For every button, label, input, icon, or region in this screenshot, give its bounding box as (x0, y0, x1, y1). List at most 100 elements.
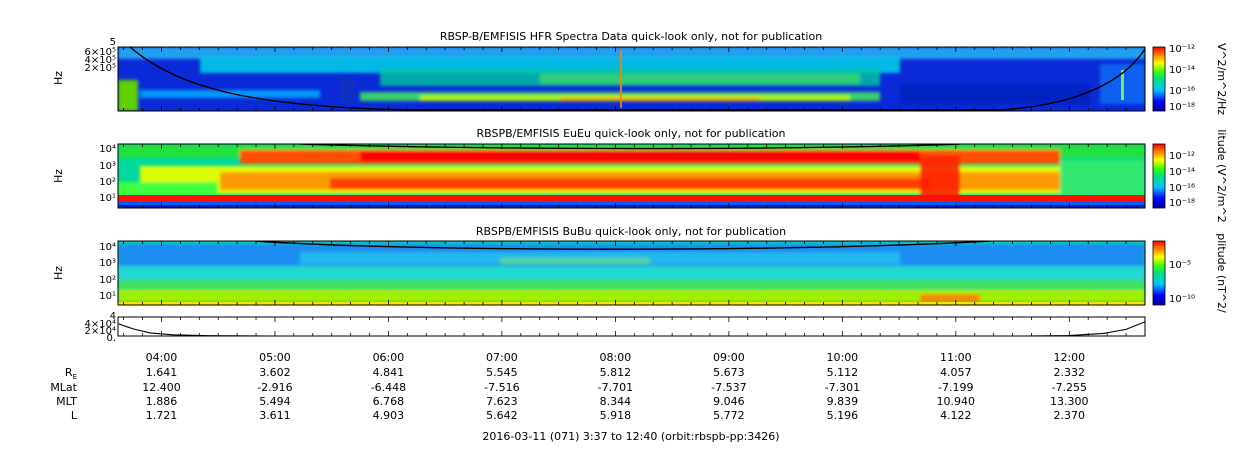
ephemeris-row-re: RE 1.641 3.602 4.841 5.545 5.812 5.673 5… (65, 366, 1085, 381)
y-axis-label-bubu: Hz (52, 266, 65, 280)
ephemeris-value: -6.448 (371, 381, 406, 394)
ephemeris-value: 4.122 (940, 409, 972, 422)
panel-hfr: RBSP-B/EMFISIS HFR Spectra Data quick-lo… (52, 30, 1228, 115)
ephemeris-value: 12.400 (142, 381, 181, 394)
y-tick-label-top: 4 (110, 311, 116, 322)
cyclotron-curve (299, 144, 961, 150)
y-tick-label: 6×10⁵ (85, 47, 116, 58)
time-tick-label: 10:00 (826, 351, 858, 364)
ephemeris-value: 1.721 (146, 409, 178, 422)
y-tick-label: 0. (106, 333, 116, 344)
ephemeris-value: 13.300 (1050, 395, 1089, 408)
ephemeris-value: 10.940 (937, 395, 976, 408)
panel-title-bubu: RBSPB/EMFISIS BuBu quick-look only, not … (476, 225, 786, 238)
ephemeris-value: 5.772 (713, 409, 745, 422)
panel-bubu: RBSPB/EMFISIS BuBu quick-look only, not … (52, 225, 1228, 313)
y-tick-label: 10³ (99, 161, 116, 172)
y-tick-label: 10² (99, 177, 116, 188)
y-tick-label: 4×10⁴ (85, 319, 116, 330)
colorbar-tick-label: 10⁻⁵ (1169, 260, 1191, 271)
colorbar-scale (1152, 240, 1166, 306)
plot-frame-eueu (117, 143, 1146, 209)
line-series (118, 321, 1145, 336)
y-tick-label: 4×10⁵ (85, 55, 116, 66)
y-tick-label: 10⁴ (99, 144, 116, 155)
ephemeris-row-l: L 1.721 3.611 4.903 5.642 5.918 5.772 5.… (71, 409, 1085, 422)
y-tick-label: 10² (99, 275, 116, 286)
colorbar-tick-label: 10⁻¹⁸ (1169, 198, 1195, 209)
colorbar-eueu: 10⁻¹² 10⁻¹⁴ 10⁻¹⁶ 10⁻¹⁸ litude (V^2/m^2 (1152, 129, 1228, 223)
ephemeris-value: 5.112 (827, 366, 859, 379)
ephemeris-value: -2.916 (257, 381, 292, 394)
colorbar-label-bubu: plitude (nT^2/ (1215, 233, 1228, 313)
time-label-row: 04:00 05:00 06:00 07:00 08:00 09:00 10:0… (146, 351, 1086, 364)
row-label-l: L (71, 409, 78, 422)
colorbar-tick-label: 10⁻¹² (1169, 151, 1195, 162)
colorbar-hfr: 10⁻¹² 10⁻¹⁴ 10⁻¹⁶ 10⁻¹⁸ V^2/m^2/Hz (1152, 43, 1228, 115)
ephemeris-value: 3.602 (259, 366, 291, 379)
row-label-mlat: MLat (50, 381, 77, 394)
colorbar-tick-label: 10⁻¹² (1169, 44, 1195, 55)
y-ticks-hfr: 5 6×10⁵ 4×10⁵ 2×10⁵ (85, 37, 116, 74)
ephemeris-value: 2.332 (1054, 366, 1086, 379)
ephemeris-value: -7.199 (938, 381, 973, 394)
time-tick-label: 04:00 (146, 351, 178, 364)
colorbar-tick-label: 10⁻¹⁶ (1169, 183, 1195, 194)
ephemeris-value: -7.537 (711, 381, 746, 394)
panel-eueu: RBSPB/EMFISIS EuEu quick-look only, not … (52, 127, 1228, 223)
spectrogram-bubu (118, 241, 1145, 305)
plot-frame-bubu (117, 240, 1146, 306)
panel-title-eueu: RBSPB/EMFISIS EuEu quick-look only, not … (476, 127, 785, 140)
ephemeris-value: -7.516 (484, 381, 519, 394)
ephemeris-value: 4.903 (373, 409, 405, 422)
plot-caption: 2016-03-11 (071) 3:37 to 12:40 (orbit:rb… (482, 430, 779, 443)
ephemeris-value: 1.641 (146, 366, 178, 379)
panel-title-hfr: RBSP-B/EMFISIS HFR Spectra Data quick-lo… (440, 30, 822, 43)
time-tick-label: 05:00 (259, 351, 291, 364)
y-ticks-eueu: 10⁴ 10³ 10² 10¹ (99, 144, 116, 204)
ephemeris-value: -7.301 (825, 381, 860, 394)
ephemeris-value: 5.494 (259, 395, 291, 408)
ephemeris-row-mlt: MLT 1.886 5.494 6.768 7.623 8.344 9.046 … (56, 395, 1088, 408)
ephemeris-value: 5.673 (713, 366, 745, 379)
time-tick-label: 11:00 (940, 351, 972, 364)
colorbar-label-eueu: litude (V^2/m^2 (1215, 129, 1228, 222)
ephemeris-value: 6.768 (373, 395, 405, 408)
ephemeris-value: 5.812 (600, 366, 632, 379)
colorbar-tick-label: 10⁻¹⁴ (1169, 65, 1195, 76)
plasma-freq-curve (129, 47, 1145, 111)
y-tick-label: 2×10⁴ (85, 326, 116, 337)
y-tick-label: 10⁴ (99, 242, 116, 253)
ephemeris-value: 1.886 (146, 395, 178, 408)
ephemeris-value: -7.701 (598, 381, 633, 394)
time-tick-label: 09:00 (713, 351, 745, 364)
colorbar-tick-label: 10⁻¹⁴ (1169, 167, 1195, 178)
colorbar-tick-label: 10⁻¹⁸ (1169, 102, 1195, 113)
ephemeris-value: 5.642 (486, 409, 518, 422)
ephemeris-value: 5.918 (600, 409, 632, 422)
y-tick-label-top: 5 (110, 37, 116, 48)
ephemeris-value: 9.839 (827, 395, 859, 408)
ephemeris-table: 04:00 05:00 06:00 07:00 08:00 09:00 10:0… (50, 351, 1088, 422)
time-tick-label: 08:00 (600, 351, 632, 364)
time-tick-label: 07:00 (486, 351, 518, 364)
plot-frame-hfr (117, 46, 1146, 112)
plot-frame-line (117, 316, 1146, 337)
row-label-re: RE (65, 366, 77, 381)
time-tick-label: 12:00 (1053, 351, 1085, 364)
panel-line: 4 4×10⁴ 2×10⁴ 0. (85, 311, 1146, 344)
y-ticks-line: 4 4×10⁴ 2×10⁴ 0. (85, 311, 116, 344)
ephemeris-value: 5.545 (486, 366, 518, 379)
y-ticks-bubu: 10⁴ 10³ 10² 10¹ (99, 242, 116, 302)
row-label-mlt: MLT (56, 395, 77, 408)
spectrogram-hfr (118, 47, 1145, 111)
colorbar-bubu: 10⁻⁵ 10⁻¹⁰ plitude (nT^2/ (1152, 233, 1228, 313)
ephemeris-value: 2.370 (1054, 409, 1086, 422)
ephemeris-row-mlat: MLat 12.400 -2.916 -6.448 -7.516 -7.701 … (50, 381, 1087, 394)
colorbar-tick-label: 10⁻¹⁶ (1169, 86, 1195, 97)
y-tick-label: 2×10⁵ (85, 63, 116, 74)
y-tick-label: 10³ (99, 258, 116, 269)
ephemeris-value: 4.841 (373, 366, 405, 379)
ephemeris-value: 5.196 (827, 409, 859, 422)
spectrogram-eueu (118, 144, 1145, 208)
